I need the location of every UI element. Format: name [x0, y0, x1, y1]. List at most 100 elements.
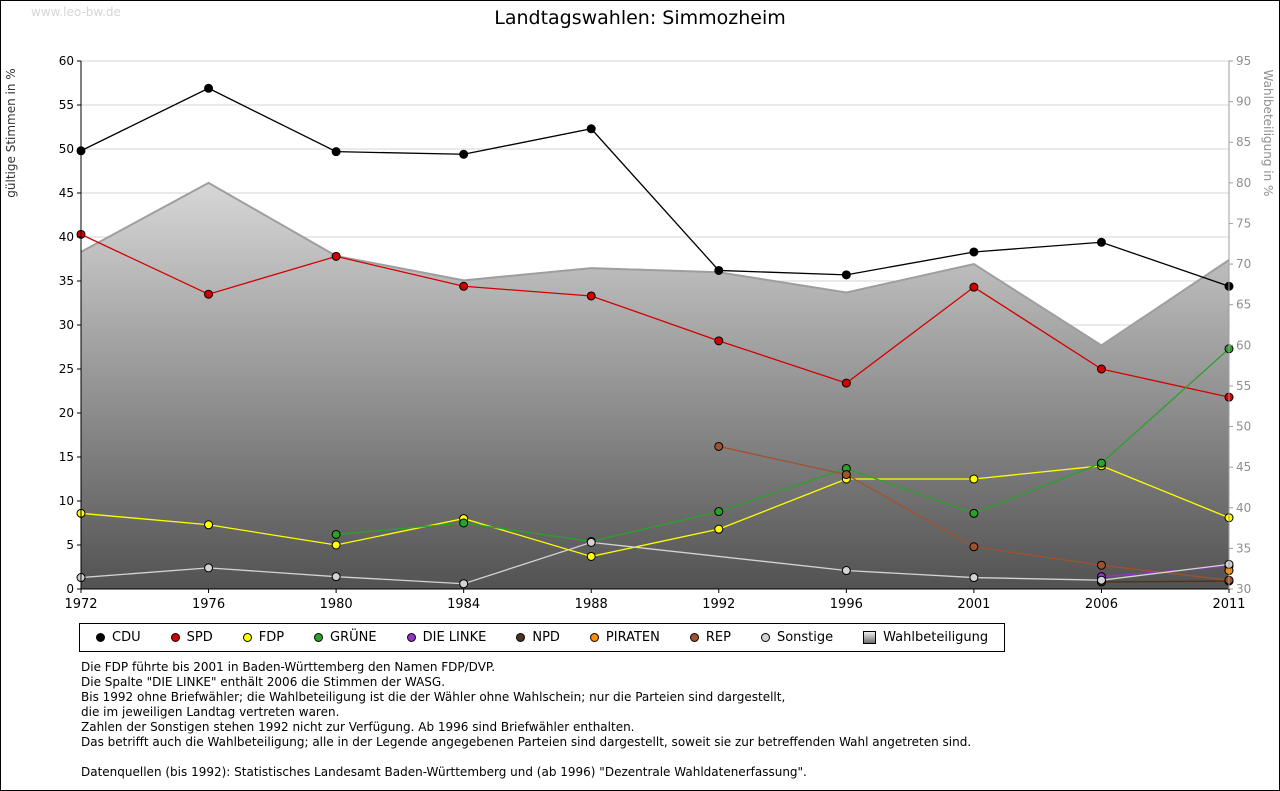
marker-rep — [969, 542, 979, 552]
marker-spd — [586, 291, 596, 301]
y-axis-right-tick: 35 — [1236, 541, 1251, 555]
marker-cdu — [331, 147, 341, 157]
marker-sonstige — [841, 566, 851, 576]
series-line-spd — [80, 233, 1230, 398]
legend-label: CDU — [112, 630, 141, 645]
y-axis-left-tick: 0 — [66, 582, 74, 596]
legend-item-spd: SPD — [170, 630, 213, 645]
y-axis-left-tick: 30 — [59, 318, 74, 332]
marker-cdu — [969, 247, 979, 257]
footnote-line: Zahlen der Sonstigen stehen 1992 nicht z… — [81, 720, 635, 734]
y-axis-left-tick: 10 — [59, 494, 74, 508]
x-axis-label: 1984 — [447, 597, 480, 612]
cdu-marker-icon — [96, 633, 105, 642]
y-axis-right-tick: 80 — [1236, 176, 1251, 190]
y-axis-left-tick: 50 — [59, 142, 74, 156]
y-axis-left-tick: 25 — [59, 362, 74, 376]
wahlbeteiligung-area — [81, 182, 1229, 589]
spd-marker-icon — [170, 633, 180, 642]
marker-fdp — [204, 520, 214, 530]
marker-spd — [459, 281, 469, 291]
footnote-line: Die Spalte "DIE LINKE" enthält 2006 die … — [81, 675, 446, 689]
marker-fdp — [586, 551, 596, 561]
legend-label: GRÜNE — [330, 630, 377, 645]
legend-label: NPD — [532, 630, 560, 645]
marker-fdp — [969, 474, 979, 484]
series-line-fdp — [80, 465, 1230, 558]
legend-item-die-linke: DIE LINKE — [406, 630, 487, 645]
y-axis-right-title: Wahlbeteiligung in % — [1261, 70, 1275, 197]
x-axis-label: 1972 — [64, 597, 97, 612]
legend-label: DIE LINKE — [422, 630, 487, 645]
y-axis-left-tick: 20 — [59, 406, 74, 420]
page-title: Landtagswahlen: Simmozheim — [494, 7, 786, 29]
x-axis-label: 2011 — [1212, 597, 1245, 612]
marker-cdu — [714, 265, 724, 275]
footnote-line: Datenquellen (bis 1992): Statistisches L… — [81, 765, 807, 779]
x-axis-label: 1996 — [830, 597, 863, 612]
footnote-line: Das betrifft auch die Wahlbeteiligung; a… — [81, 735, 972, 749]
x-axis-label: 2006 — [1085, 597, 1118, 612]
marker-gruene — [459, 518, 469, 528]
wahlbeteiligung-line — [80, 181, 1230, 347]
npd-marker-icon — [516, 633, 526, 642]
legend-label: PIRATEN — [605, 630, 660, 645]
y-axis-right-tick: 40 — [1236, 501, 1251, 515]
y-axis-right-tick: 75 — [1236, 216, 1251, 230]
marker-gruene — [969, 508, 979, 518]
marker-spd — [969, 282, 979, 292]
y-axis-left-tick: 45 — [59, 186, 74, 200]
marker-spd — [841, 378, 851, 388]
y-axis-left-tick: 35 — [59, 274, 74, 288]
y-axis-left-tick: 40 — [59, 230, 74, 244]
marker-gruene — [1096, 458, 1106, 468]
marker-sonstige — [586, 537, 596, 547]
marker-gruene — [331, 529, 341, 539]
x-axis-label: 1992 — [702, 597, 735, 612]
y-axis-left-tick: 5 — [66, 538, 74, 552]
footnotes: Die FDP führte bis 2001 in Baden-Württem… — [81, 660, 971, 780]
y-axis-right-tick: 65 — [1236, 298, 1251, 312]
y-axis-right-tick: 90 — [1236, 95, 1251, 109]
marker-spd — [714, 336, 724, 346]
watermark: www.leo-bw.de — [31, 5, 121, 19]
legend-label: Sonstige — [776, 630, 834, 645]
marker-fdp — [714, 524, 724, 534]
election-chart: 0 5 10 15 20 25 30 35 40 45 50 55 60 30 35 40 45 50 55 60 65… — [4, 54, 1275, 612]
marker-rep — [1096, 560, 1106, 570]
footnote-line — [81, 750, 971, 765]
marker-sonstige — [459, 579, 469, 589]
piraten-marker-icon — [589, 633, 599, 642]
marker-cdu — [586, 124, 596, 134]
marker-cdu — [841, 270, 851, 280]
y-axis-right-tick: 95 — [1236, 54, 1251, 68]
marker-spd — [1096, 364, 1106, 374]
marker-spd — [204, 289, 214, 299]
y-axis-right-tick: 50 — [1236, 420, 1251, 434]
marker-cdu — [1096, 237, 1106, 247]
marker-sonstige — [1096, 575, 1106, 585]
footnote-line: Die FDP führte bis 2001 in Baden-Württem… — [81, 660, 496, 674]
marker-gruene — [714, 507, 724, 517]
marker-sonstige — [969, 573, 979, 583]
y-axis-right-tick: 60 — [1236, 338, 1251, 352]
marker-rep — [714, 441, 724, 451]
y-axis-left-title: gültige Stimmen in % — [4, 68, 18, 197]
footnote-line: die im jeweiligen Landtag vertreten ware… — [81, 705, 340, 719]
legend-label: Wahlbeteiligung — [883, 630, 989, 645]
fdp-marker-icon — [242, 633, 252, 642]
marker-sonstige — [204, 563, 214, 573]
series-line-npd — [1101, 580, 1230, 583]
legend-label: FDP — [258, 630, 285, 645]
footnote-line: Bis 1992 ohne Briefwähler; die Wahlbetei… — [81, 690, 786, 704]
series-line-die-linke — [1101, 565, 1230, 578]
y-axis-right-tick: 55 — [1236, 379, 1251, 393]
marker-rep — [841, 470, 851, 480]
chart-legend: CDU SPD FDP GRÜNE DIE LINKE NPD PIRATEN REP Sons… — [79, 623, 1006, 652]
legend-label: REP — [705, 630, 731, 645]
marker-cdu — [459, 149, 469, 159]
y-axis-right-tick: 85 — [1236, 135, 1251, 149]
series-line-gruene — [336, 348, 1230, 543]
y-axis-left-tick: 60 — [59, 54, 74, 68]
x-axis-label: 1980 — [320, 597, 353, 612]
